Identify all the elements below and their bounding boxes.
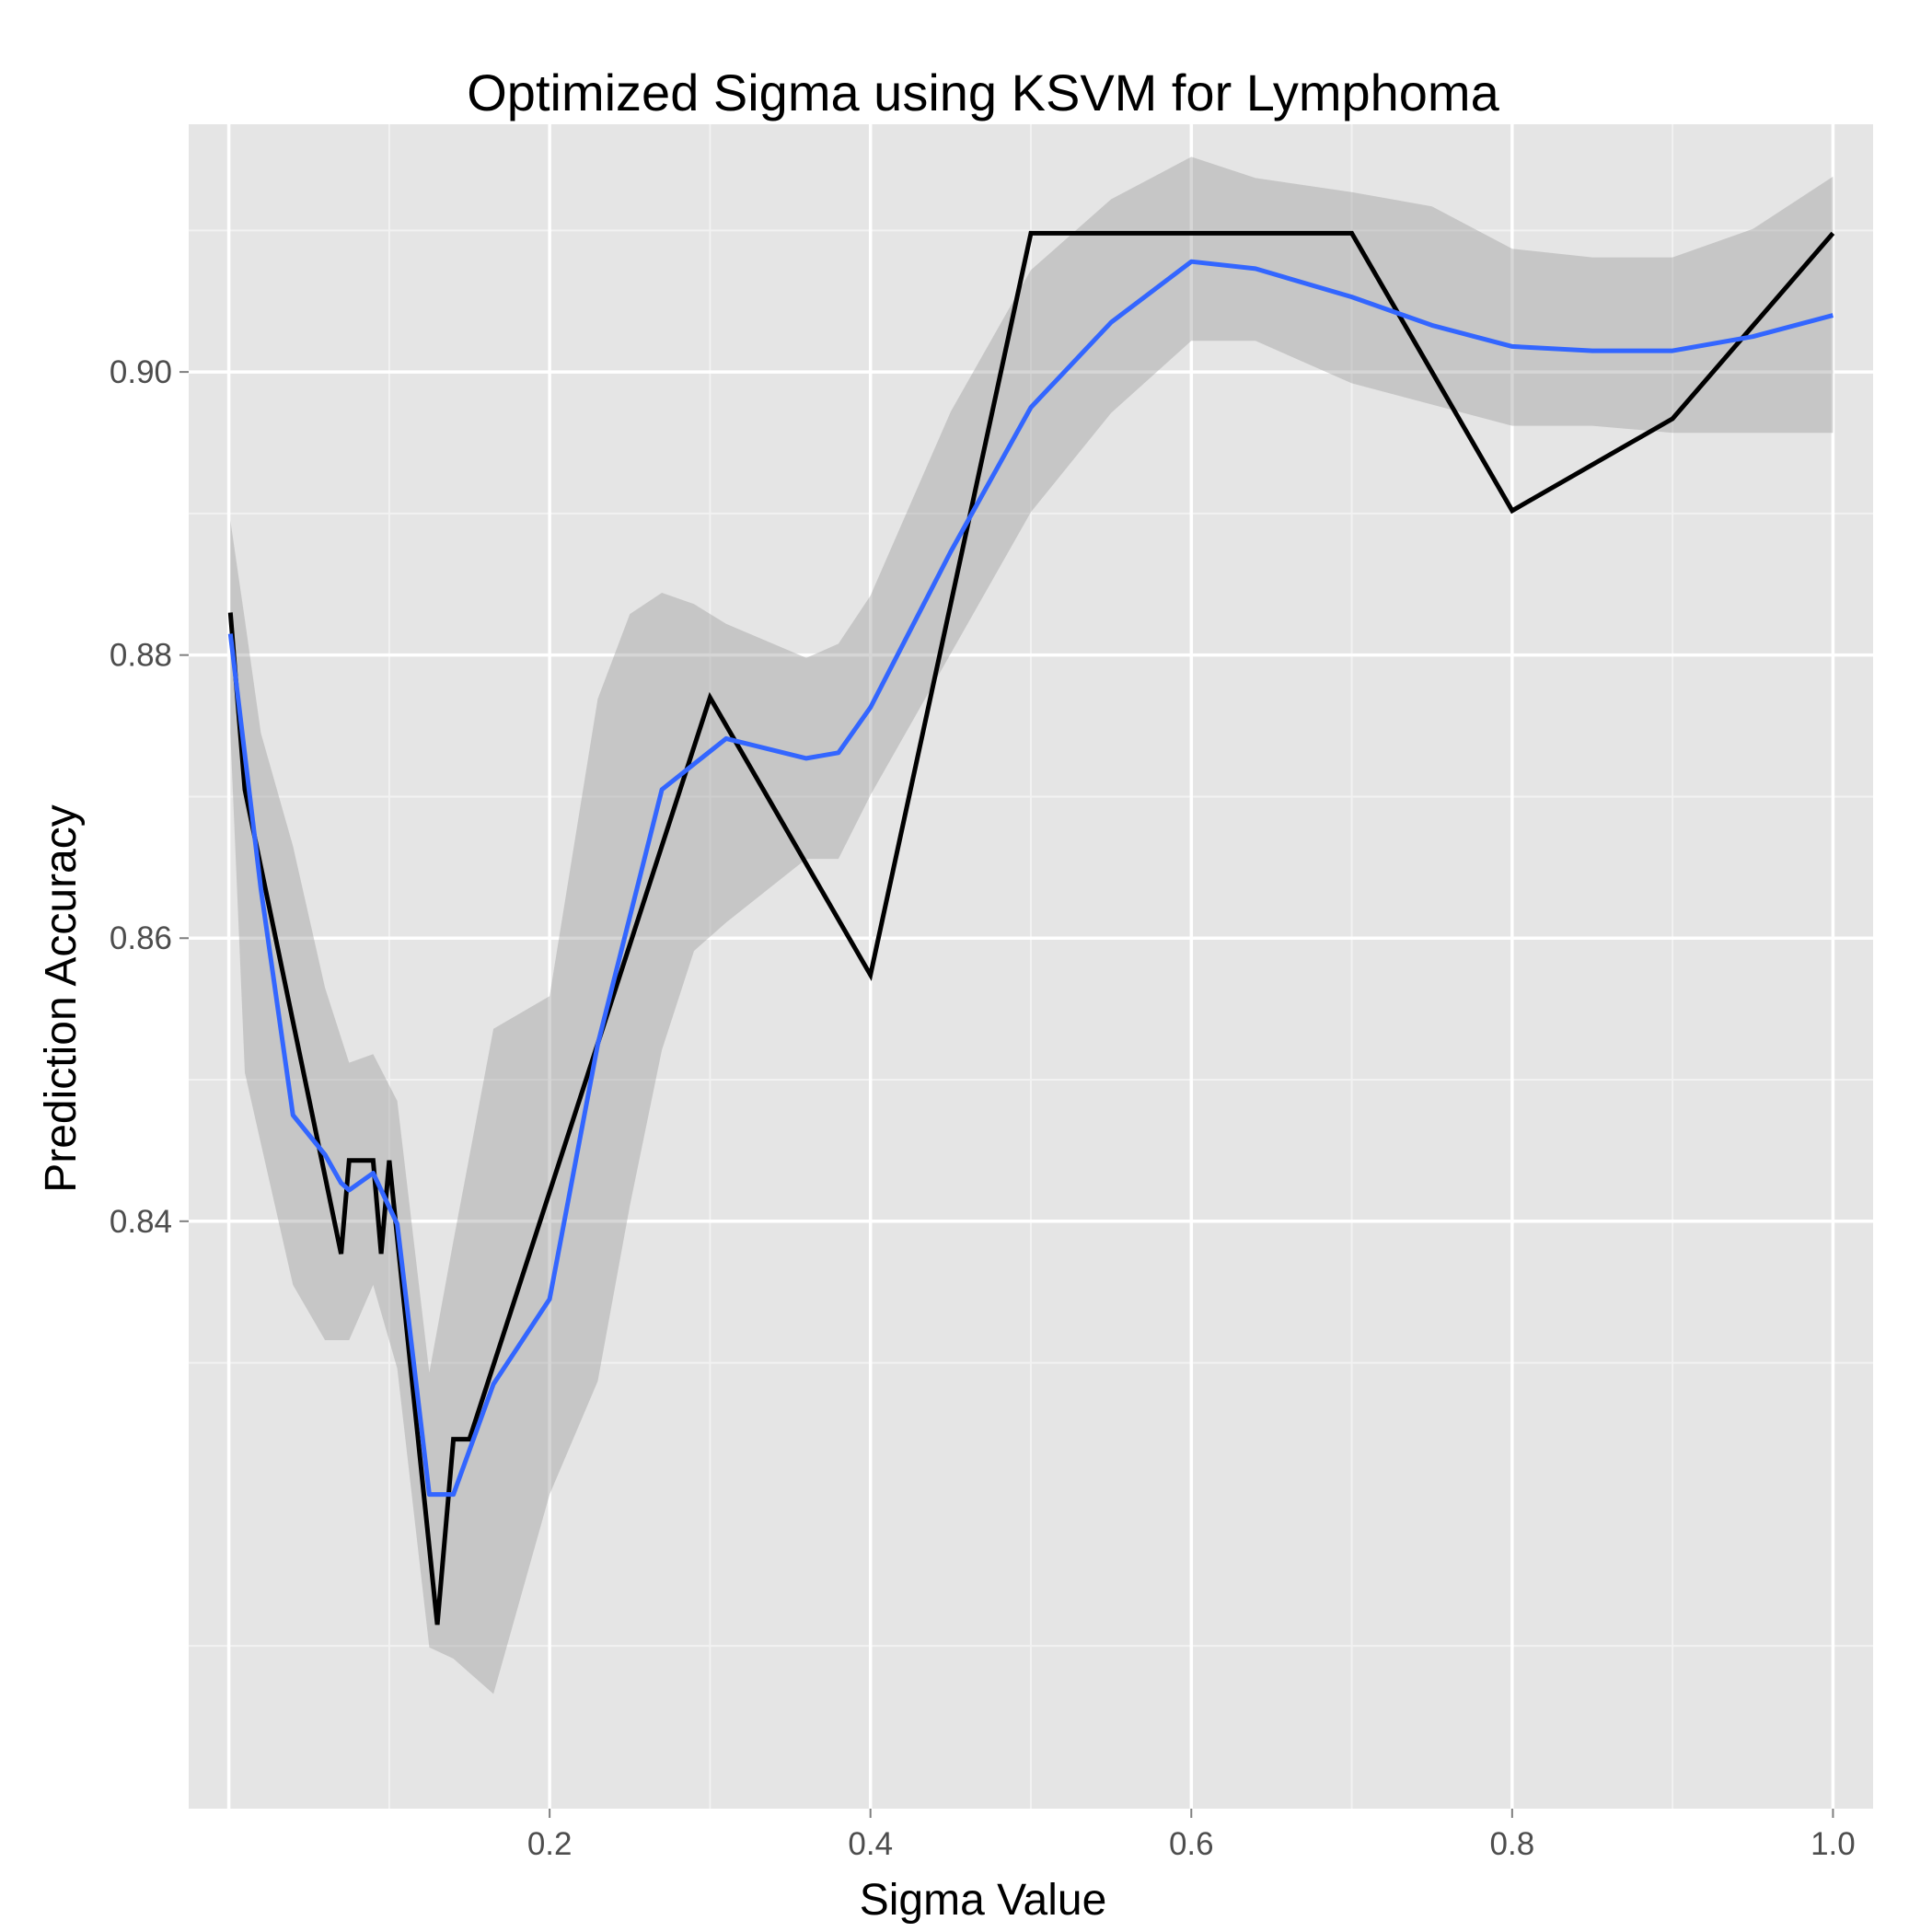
- x-tick-label: 0.8: [1490, 1826, 1535, 1862]
- x-tick-label: 0.6: [1169, 1826, 1214, 1862]
- y-tick-label: 0.88: [110, 638, 172, 674]
- x-tick-label: 0.2: [527, 1826, 573, 1862]
- y-tick-label: 0.90: [110, 354, 172, 390]
- x-tick-label: 1.0: [1811, 1826, 1856, 1862]
- y-tick-label: 0.84: [110, 1204, 172, 1240]
- x-axis-ticks: 0.2 0.4 0.6 0.8 1.0: [527, 1809, 1856, 1862]
- y-tick-label: 0.86: [110, 920, 172, 956]
- chart-title: Optimized Sigma using KSVM for Lymphoma: [467, 64, 1499, 121]
- observed-accuracy-line: [227, 230, 1835, 1625]
- x-tick-label: 0.4: [848, 1826, 893, 1862]
- y-axis-title: Prediction Accuracy: [37, 804, 86, 1193]
- x-axis-title: Sigma Value: [860, 1876, 1107, 1925]
- smoothed-trend-line: [227, 259, 1834, 1498]
- confidence-band: [230, 156, 1834, 1695]
- y-axis-ticks: 0.84 0.86 0.88 0.90: [110, 354, 189, 1240]
